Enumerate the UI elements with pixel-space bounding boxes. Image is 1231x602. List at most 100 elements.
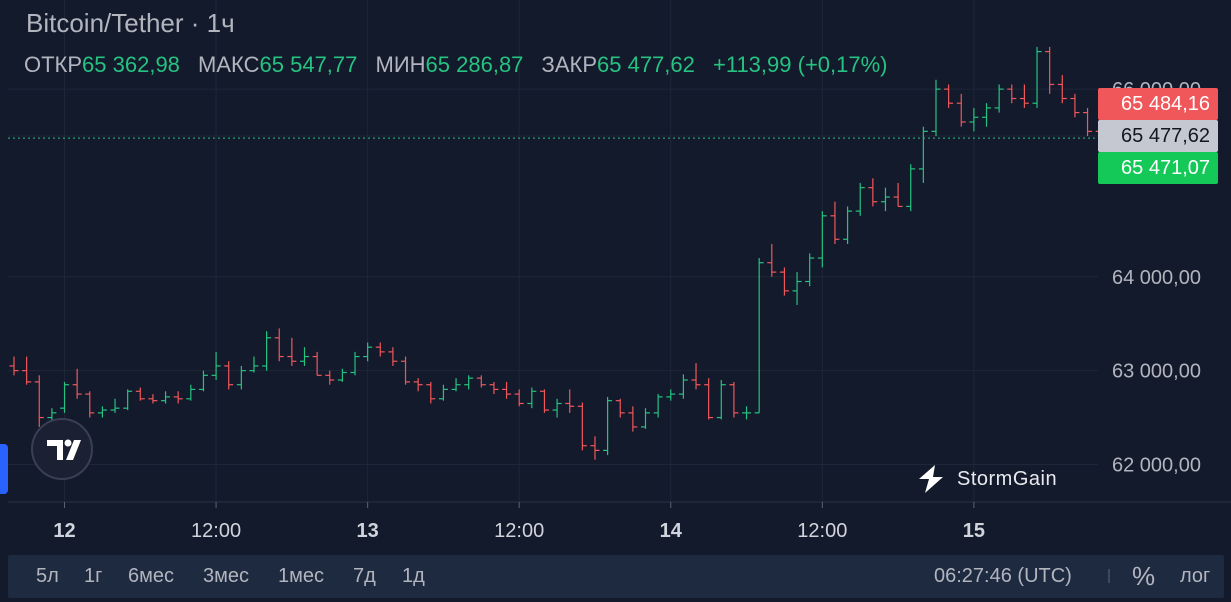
candle: [678, 374, 688, 399]
candle: [211, 351, 221, 381]
stormgain-watermark: StormGain: [915, 463, 1057, 495]
candle: [514, 389, 524, 407]
candles: [9, 46, 1143, 460]
y-tick-label: 64 000,00: [1112, 267, 1201, 289]
candle: [325, 370, 335, 385]
x-tick-label: 12: [53, 520, 75, 542]
candle: [299, 347, 309, 366]
candle: [615, 398, 625, 418]
toolbar-divider: [1108, 569, 1110, 583]
x-tick-label: 12:00: [191, 520, 241, 542]
close-value: 65 477,62: [597, 52, 695, 77]
side-panel-toggle[interactable]: [0, 444, 8, 494]
timeframe-6m-button[interactable]: 6мес: [128, 565, 174, 587]
timeframe-5y-button[interactable]: 5л: [36, 565, 59, 587]
candle: [918, 126, 928, 183]
last-price-tag: 65 477,62: [1098, 120, 1218, 152]
y-tick-label: 63 000,00: [1112, 361, 1201, 383]
candle: [527, 387, 537, 409]
candle: [1007, 84, 1017, 104]
candle: [830, 201, 840, 244]
ask-price-tag: 65 484,16: [1098, 88, 1218, 120]
candle: [97, 406, 107, 418]
candle: [666, 389, 676, 401]
candle: [413, 378, 423, 392]
candle: [34, 375, 44, 427]
candle: [236, 365, 246, 390]
time-axis: 12 12:00 13 12:00 14 12:00 15: [8, 501, 1231, 542]
timeframe-3m-button[interactable]: 3мес: [203, 565, 249, 587]
candle: [817, 211, 827, 268]
candle: [337, 368, 347, 382]
candle: [552, 398, 562, 418]
candle: [274, 328, 284, 362]
low-label: МИН: [375, 52, 426, 77]
candle: [401, 356, 411, 385]
log-scale-toggle[interactable]: лог: [1180, 565, 1211, 587]
candle: [1045, 46, 1055, 94]
candle: [792, 272, 802, 305]
candle: [451, 378, 461, 392]
candle: [577, 402, 587, 451]
candle: [249, 356, 259, 373]
candle: [779, 267, 789, 296]
candle: [754, 258, 764, 414]
candle: [590, 436, 600, 460]
candle: [868, 178, 878, 207]
candle: [123, 389, 133, 411]
candle: [653, 394, 663, 418]
candle: [1083, 107, 1093, 137]
bottom-toolbar: 5л 1г 6мес 3мес 1мес 7д 1д 06:27:46 (UTC…: [8, 555, 1224, 598]
timeframe-1d-button[interactable]: 1д: [402, 565, 425, 587]
utc-clock[interactable]: 06:27:46 (UTC): [934, 565, 1072, 587]
timeframe-1y-button[interactable]: 1г: [84, 565, 103, 587]
candle: [906, 164, 916, 212]
candle: [388, 347, 398, 366]
candle: [969, 107, 979, 132]
candle: [85, 391, 95, 418]
candle: [312, 351, 322, 376]
x-tick-label: 13: [357, 520, 379, 542]
candle: [9, 356, 19, 376]
candle: [186, 384, 196, 401]
candle: [716, 380, 726, 420]
candle: [704, 378, 714, 420]
candle: [1019, 84, 1029, 108]
change-value: +113,99 (+0,17%): [713, 52, 888, 77]
open-value: 65 362,98: [82, 52, 180, 77]
candle: [72, 368, 82, 399]
open-label: ОТКР: [24, 52, 83, 77]
candle: [489, 381, 499, 395]
x-tick-label: 12:00: [797, 520, 847, 542]
candle: [224, 361, 234, 390]
x-tick-label: 14: [660, 520, 683, 542]
candle: [944, 84, 954, 108]
candle: [476, 375, 486, 388]
percent-scale-toggle[interactable]: %: [1132, 561, 1156, 591]
candle: [110, 398, 120, 413]
candle: [729, 381, 739, 418]
ohlc-legend: ОТКР65 362,98 МАКС65 547,77 МИН65 286,87…: [24, 52, 900, 78]
timeframe-1m-button[interactable]: 1мес: [278, 565, 324, 587]
chart-title: Bitcoin/Tether · 1ч: [26, 8, 235, 38]
candle: [767, 243, 777, 277]
candle: [691, 363, 701, 390]
close-label: ЗАКР: [541, 52, 597, 77]
tradingview-logo-icon[interactable]: [31, 418, 93, 480]
candle: [22, 356, 32, 385]
candle: [628, 406, 638, 432]
candle: [956, 93, 966, 127]
candle: [173, 391, 183, 404]
timeframe-7d-button[interactable]: 7д: [353, 565, 376, 587]
candle: [880, 187, 890, 212]
candle: [375, 342, 385, 357]
high-value: 65 547,77: [259, 52, 358, 77]
candle: [287, 337, 297, 366]
candle: [603, 396, 613, 456]
candle: [198, 370, 208, 392]
candle: [982, 103, 992, 127]
candle: [1057, 75, 1067, 104]
candle: [539, 389, 549, 413]
candle: [502, 381, 512, 399]
candle: [262, 331, 272, 371]
